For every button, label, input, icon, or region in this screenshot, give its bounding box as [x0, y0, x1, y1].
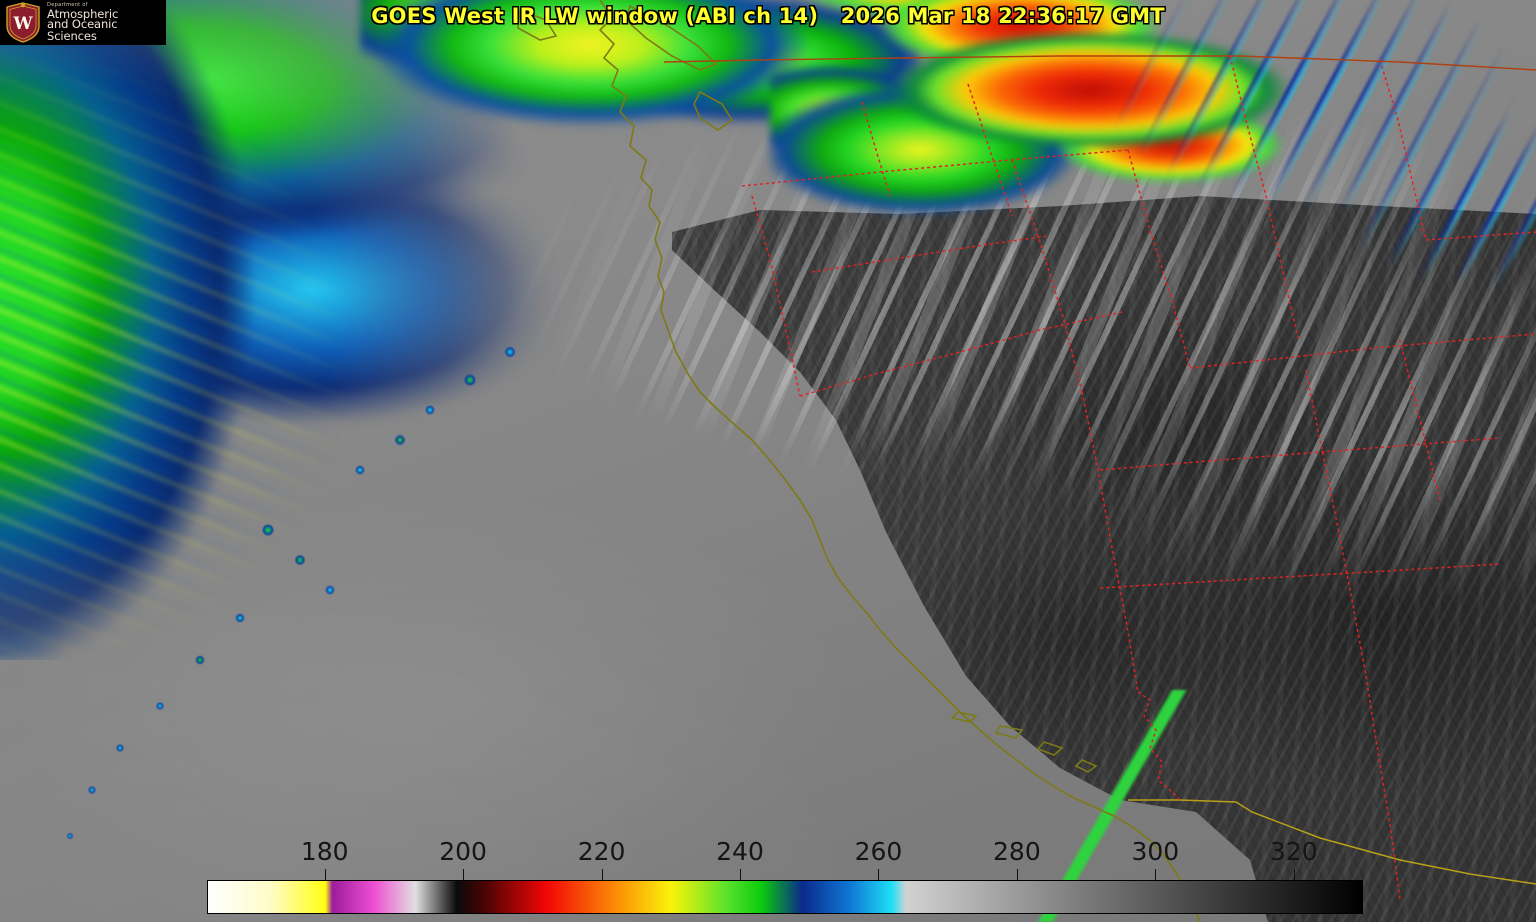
colorbar-gradient [207, 880, 1363, 914]
colorbar-tick-label: 220 [577, 837, 626, 866]
colorbar-tick [1016, 869, 1018, 880]
logo-line2: and Oceanic Sciences [47, 17, 118, 43]
colorbar-tick [740, 869, 741, 880]
colorbar-tick [878, 869, 880, 880]
state-borders [741, 55, 1536, 901]
colorbar-tick-label: 180 [300, 837, 349, 866]
image-title: GOES West IR LW window (ABI ch 14) 2026 … [371, 4, 1165, 28]
colorbar-tick-label: 240 [716, 837, 764, 866]
colorbar-tick-label: 260 [854, 837, 903, 866]
colorbar-tick-label: 320 [1269, 837, 1318, 866]
coastline-path [598, 0, 1201, 922]
uw-crest-icon: W [6, 2, 40, 43]
vancouver-island-outline [625, 4, 718, 71]
colorbar-tick [1155, 869, 1157, 880]
uw-aos-logo: W Department of Atmospheric and Oceanic … [0, 0, 166, 45]
queen-charlotte-outline [517, 8, 558, 41]
colorbar-ticks: 180 200 220 240 260 280 300 320 [207, 837, 1363, 880]
svg-text:W: W [12, 14, 33, 34]
logo-text: Department of Atmospheric and Oceanic Sc… [47, 1, 162, 43]
logo-line1: Atmospheric [47, 6, 119, 21]
colorbar-tick [463, 869, 465, 880]
colorbar: 180 200 220 240 260 280 300 320 [207, 837, 1363, 914]
colorbar-tick [601, 869, 603, 880]
us-mexico-border [1128, 799, 1536, 885]
colorbar-tick-label: 200 [439, 837, 487, 866]
colorbar-tick-label: 280 [993, 837, 1041, 866]
us-canada-border [663, 55, 1536, 71]
logo-dept-label: Department of [47, 1, 88, 8]
colorbar-tick-label: 300 [1131, 837, 1180, 866]
channel-islands-outline [950, 711, 1098, 773]
colorbar-tick [324, 869, 326, 880]
colorbar-tick [1293, 869, 1295, 880]
coastal-island-outline [693, 90, 734, 131]
